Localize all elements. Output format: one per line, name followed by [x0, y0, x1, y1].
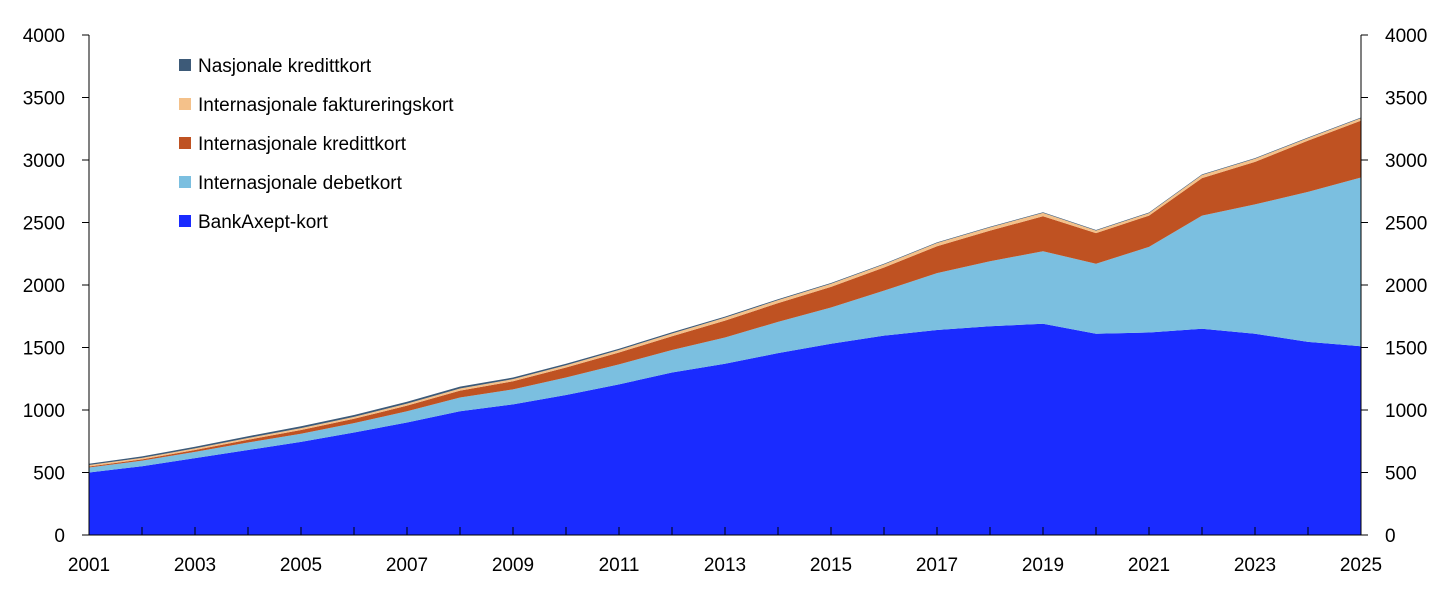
- x-tick-label: 2009: [492, 555, 534, 576]
- area-series-group: [89, 117, 1361, 535]
- y-tick-label-left: 0: [54, 526, 65, 547]
- y-tick-label-right: 3500: [1385, 89, 1427, 110]
- y-tick-label-right: 1500: [1385, 339, 1427, 360]
- x-tick-label: 2023: [1234, 555, 1276, 576]
- legend-label: Internasjonale debetkort: [198, 173, 403, 194]
- x-tick-label: 2001: [68, 555, 110, 576]
- area-bankaxept-kort: [89, 323, 1361, 535]
- y-tick-label-right: 0: [1385, 526, 1396, 547]
- x-tick-label: 2025: [1340, 555, 1382, 576]
- y-tick-label-right: 500: [1385, 464, 1417, 485]
- x-tick-label: 2019: [1022, 555, 1064, 576]
- legend-swatch: [179, 176, 191, 188]
- legend-swatch: [179, 215, 191, 227]
- x-tick-label: 2003: [174, 555, 216, 576]
- legend: Nasjonale kredittkort Internasjonale fakt…: [179, 56, 454, 233]
- x-tick-label: 2015: [810, 555, 852, 576]
- y-tick-label-right: 1000: [1385, 401, 1427, 422]
- y-tick-label-left: 2500: [23, 214, 65, 235]
- legend-label: BankAxept-kort: [198, 212, 329, 233]
- y-tick-label-left: 3500: [23, 89, 65, 110]
- legend-label: Nasjonale kredittkort: [198, 56, 372, 77]
- legend-label: Internasjonale faktureringskort: [198, 95, 454, 116]
- x-tick-label: 2011: [599, 555, 640, 576]
- legend-swatch: [179, 98, 191, 110]
- ticks-group: 0 0 500 500 1000 1000 1500 1500 2000 2000 2500 2500…: [23, 26, 1428, 576]
- legend-label: Internasjonale kredittkort: [198, 134, 407, 155]
- y-tick-label-left: 2000: [23, 276, 65, 297]
- x-tick-label: 2017: [916, 555, 958, 576]
- legend-swatch: [179, 59, 191, 71]
- y-tick-label-left: 4000: [23, 26, 65, 47]
- x-tick-label: 2021: [1128, 555, 1170, 576]
- y-tick-label-right: 2500: [1385, 214, 1427, 235]
- legend-swatch: [179, 137, 191, 149]
- y-tick-label-right: 3000: [1385, 151, 1427, 172]
- y-tick-label-left: 500: [33, 464, 65, 485]
- x-tick-label: 2005: [280, 555, 322, 576]
- y-tick-label-left: 1000: [23, 401, 65, 422]
- y-tick-label-right: 4000: [1385, 26, 1427, 47]
- x-tick-label: 2007: [386, 555, 428, 576]
- y-tick-label-left: 1500: [23, 339, 65, 360]
- x-tick-label: 2013: [704, 555, 746, 576]
- y-tick-label-left: 3000: [23, 151, 65, 172]
- y-tick-label-right: 2000: [1385, 276, 1427, 297]
